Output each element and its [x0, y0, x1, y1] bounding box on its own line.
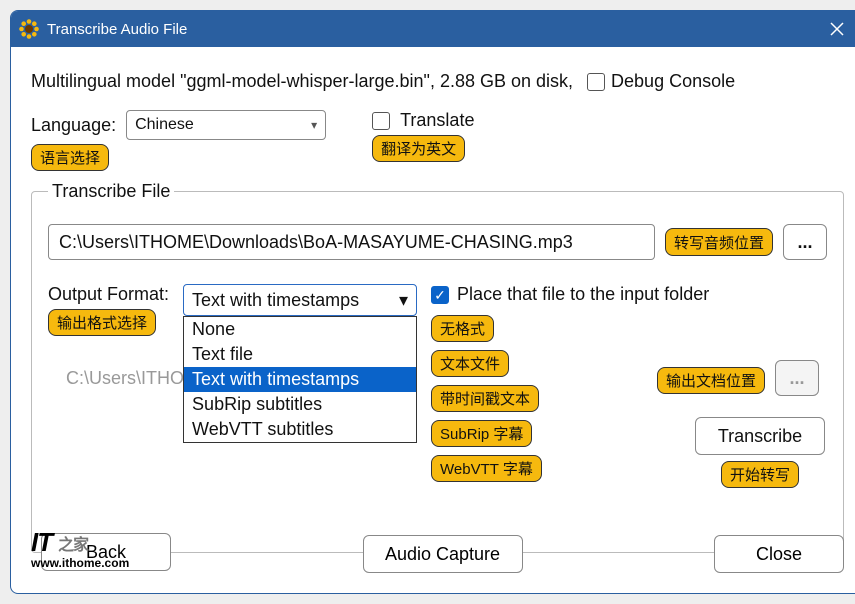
watermark: IT之家 www.ithome.com [31, 527, 129, 570]
fieldset-legend: Transcribe File [48, 181, 174, 202]
output-format-list: None Text file Text with timestamps SubR… [183, 316, 417, 443]
language-select[interactable]: Chinese ▾ [126, 110, 326, 140]
tag-none: 无格式 [431, 315, 494, 342]
output-format-label: Output Format: [48, 284, 169, 305]
input-path-tag: 转写音频位置 [665, 228, 773, 256]
transcribe-area: Transcribe 开始转写 [695, 417, 825, 488]
input-path-row: C:\Users\ITHOME\Downloads\BoA-MASAYUME-C… [48, 224, 827, 260]
bottom-bar: Back IT之家 www.ithome.com Audio Capture C… [31, 531, 844, 577]
sunflower-icon [19, 19, 39, 39]
tag-text-file: 文本文件 [431, 350, 509, 377]
close-icon[interactable] [814, 11, 855, 47]
transcribe-button[interactable]: Transcribe [695, 417, 825, 455]
output-format-value: Text with timestamps [192, 290, 359, 311]
transcribe-tag: 开始转写 [721, 461, 799, 488]
translate-tag: 翻译为英文 [372, 135, 465, 162]
browse-input-button[interactable]: ... [783, 224, 827, 260]
model-info-text: Multilingual model "ggml-model-whisper-l… [31, 71, 573, 92]
close-button[interactable]: Close [714, 535, 844, 573]
browse-output-button[interactable]: ... [775, 360, 819, 396]
titlebar: Transcribe Audio File [11, 11, 855, 47]
language-tag: 语言选择 [31, 144, 109, 171]
audio-capture-button[interactable]: Audio Capture [363, 535, 523, 573]
option-none[interactable]: None [184, 317, 416, 342]
window-title: Transcribe Audio File [47, 21, 814, 38]
place-file-label: Place that file to the input folder [457, 284, 709, 305]
output-path-tag: 输出文档位置 [657, 367, 765, 394]
output-format-dropdown[interactable]: Text with timestamps ▾ None Text file Te… [183, 284, 417, 316]
model-info-row: Multilingual model "ggml-model-whisper-l… [31, 71, 844, 92]
option-subrip[interactable]: SubRip subtitles [184, 392, 416, 417]
output-format-select[interactable]: Text with timestamps ▾ [183, 284, 417, 316]
option-webvtt[interactable]: WebVTT subtitles [184, 417, 416, 442]
transcribe-file-fieldset: Transcribe File C:\Users\ITHOME\Download… [31, 181, 844, 553]
language-row: Language: Chinese ▾ 语言选择 Translate 翻译为英文 [31, 110, 844, 171]
debug-console-checkbox[interactable] [587, 73, 605, 91]
debug-console-label: Debug Console [611, 71, 735, 92]
tag-timestamps: 带时间戳文本 [431, 385, 539, 412]
option-text-file[interactable]: Text file [184, 342, 416, 367]
option-text-timestamps[interactable]: Text with timestamps [184, 367, 416, 392]
translate-label: Translate [400, 110, 474, 131]
content-area: Multilingual model "ggml-model-whisper-l… [11, 47, 855, 593]
place-file-checkbox[interactable] [431, 286, 449, 304]
output-format-tag: 输出格式选择 [48, 309, 156, 336]
language-label: Language: [31, 115, 116, 136]
tag-webvtt: WebVTT 字幕 [431, 455, 542, 482]
input-file-path[interactable]: C:\Users\ITHOME\Downloads\BoA-MASAYUME-C… [48, 224, 655, 260]
chevron-down-icon: ▾ [311, 118, 317, 132]
chevron-down-icon: ▾ [399, 290, 408, 311]
translate-checkbox[interactable] [372, 112, 390, 130]
language-value: Chinese [135, 116, 194, 134]
transcribe-audio-window: Transcribe Audio File Multilingual model… [10, 10, 855, 594]
tag-subrip: SubRip 字幕 [431, 420, 532, 447]
